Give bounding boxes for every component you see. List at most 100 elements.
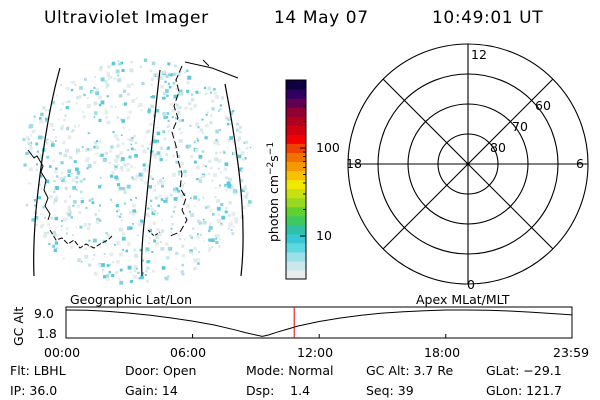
speckle-pixel xyxy=(236,122,240,126)
speckle-pixel xyxy=(155,235,160,239)
speckle-pixel xyxy=(54,241,59,245)
colorbar-band xyxy=(286,134,306,144)
speckle-pixel xyxy=(162,112,167,116)
speckle-pixel xyxy=(137,222,142,227)
speckle-pixel xyxy=(173,145,178,150)
speckle-pixel xyxy=(54,189,56,192)
glat-value: GLat: −29.1 xyxy=(486,363,562,378)
speckle-pixel xyxy=(60,161,64,165)
speckle-pixel xyxy=(28,182,30,185)
speckle-pixel xyxy=(215,151,218,155)
polar-mlat-mlt-plot: 12 18 6 0 60 70 80 xyxy=(346,43,589,292)
speckle-pixel xyxy=(163,96,166,100)
speckle-pixel xyxy=(121,167,123,170)
speckle-pixel xyxy=(123,202,127,205)
speckle-pixel xyxy=(68,209,72,212)
speckle-pixel xyxy=(188,210,191,213)
speckle-pixel xyxy=(154,185,157,187)
timeline-x-tick-label-2359: 23:59 xyxy=(553,345,590,360)
speckle-pixel xyxy=(145,270,148,273)
speckle-pixel xyxy=(183,169,187,174)
speckle-pixel xyxy=(70,246,73,249)
speckle-pixel xyxy=(81,197,84,200)
speckle-pixel xyxy=(116,260,120,264)
speckle-pixel xyxy=(178,119,182,123)
speckle-pixel xyxy=(229,136,233,140)
speckle-pixel xyxy=(187,75,192,80)
speckle-pixel xyxy=(188,102,192,106)
coastline xyxy=(147,229,161,237)
speckle-pixel xyxy=(167,124,171,128)
speckle-pixel xyxy=(237,156,241,160)
speckle-pixel xyxy=(197,233,199,235)
speckle-pixel xyxy=(202,164,205,167)
speckle-pixel xyxy=(97,209,101,212)
colorbar-band xyxy=(286,89,306,99)
speckle-pixel xyxy=(25,151,29,155)
speckle-pixel xyxy=(138,103,143,107)
speckle-pixel xyxy=(147,147,149,150)
colorbar-band xyxy=(286,224,306,235)
speckle-pixel xyxy=(241,189,245,193)
speckle-pixel xyxy=(141,144,144,148)
speckle-pixel xyxy=(46,138,49,141)
speckle-pixel xyxy=(69,195,71,198)
speckle-pixel xyxy=(149,272,151,274)
speckle-pixel xyxy=(208,225,213,230)
speckle-pixel xyxy=(106,276,110,280)
speckle-pixel xyxy=(45,142,49,145)
speckle-pixel xyxy=(136,267,138,270)
speckle-pixel xyxy=(201,118,204,121)
speckle-pixel xyxy=(117,143,120,146)
speckle-pixel xyxy=(243,141,246,144)
speckle-pixel xyxy=(53,198,58,203)
speckle-pixel xyxy=(134,210,138,214)
speckle-pixel xyxy=(127,149,130,151)
speckle-pixel xyxy=(218,185,221,189)
speckle-pixel xyxy=(88,263,92,267)
speckle-pixel xyxy=(88,239,91,242)
speckle-pixel xyxy=(74,83,77,87)
speckle-pixel xyxy=(227,116,231,120)
speckle-pixel xyxy=(85,77,87,79)
speckle-pixel xyxy=(26,136,29,139)
speckle-pixel xyxy=(48,243,51,245)
speckle-pixel xyxy=(150,170,153,173)
colorbar-unit-main: photon cm xyxy=(266,175,281,242)
speckle-pixel xyxy=(246,192,249,195)
colorbar-band xyxy=(286,188,306,199)
speckle-pixel xyxy=(55,167,58,170)
speckle-pixel xyxy=(96,217,100,222)
speckle-pixel xyxy=(190,213,195,217)
speckle-pixel xyxy=(140,109,143,112)
geographic-image-panel xyxy=(22,58,252,285)
speckle-pixel xyxy=(29,134,32,137)
speckle-pixel xyxy=(216,219,221,223)
speckle-pixel xyxy=(91,197,94,201)
speckle-pixel xyxy=(218,238,221,241)
speckle-pixel xyxy=(110,145,114,149)
speckle-pixel xyxy=(194,148,199,153)
speckle-pixel xyxy=(99,219,102,222)
speckle-pixel xyxy=(209,114,213,117)
speckle-pixel xyxy=(149,69,153,73)
speckle-pixel xyxy=(60,229,62,231)
speckle-pixel xyxy=(163,200,166,203)
speckle-pixel xyxy=(63,153,68,158)
speckle-pixel xyxy=(153,156,157,160)
speckle-pixel xyxy=(67,174,71,177)
speckle-pixel xyxy=(172,154,175,158)
gc-alt-series-line xyxy=(65,309,573,337)
speckle-pixel xyxy=(98,95,102,100)
speckle-pixel xyxy=(99,65,103,69)
speckle-pixel xyxy=(215,234,220,238)
speckle-pixel xyxy=(178,173,181,176)
colorbar-gradient xyxy=(286,80,306,280)
speckle-pixel xyxy=(41,135,44,139)
lat-label-70: 70 xyxy=(512,119,528,134)
speckle-pixel xyxy=(151,251,154,253)
speckle-pixel xyxy=(131,177,134,180)
speckle-pixel xyxy=(98,67,103,72)
glon-value: GLon: 121.7 xyxy=(486,383,562,398)
speckle-pixel xyxy=(151,61,156,66)
